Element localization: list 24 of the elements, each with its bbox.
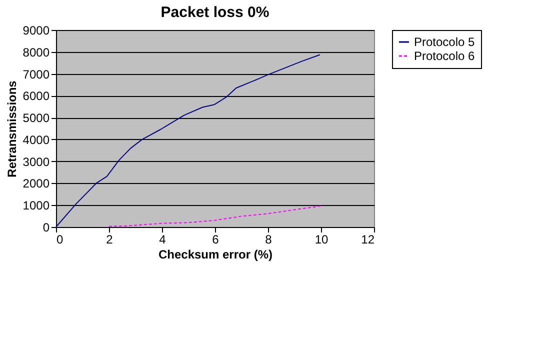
y-tick-label: 8000: [22, 45, 50, 60]
x-tick-label: 8: [265, 232, 272, 246]
x-axis-title: Checksum error (%): [158, 248, 273, 262]
y-axis-title: Retransmissions: [4, 80, 19, 178]
y-tick-label: 1000: [22, 198, 50, 213]
x-tick-label: 6: [212, 232, 220, 246]
y-tick-label: 4000: [22, 132, 50, 147]
y-tick-label: 3000: [22, 154, 50, 169]
y-tick-label: 9000: [22, 24, 50, 38]
x-tick-label: 0: [56, 232, 64, 246]
x-tick-label: 4: [159, 232, 166, 246]
chart-title: Packet loss 0%: [160, 4, 270, 21]
y-tick-label: 7000: [22, 67, 50, 82]
y-tick-label: 5000: [22, 111, 50, 126]
line-series: [108, 205, 322, 227]
legend-label: Protocolo 6: [414, 49, 476, 63]
line-series: [56, 54, 320, 228]
x-tick-label: 10: [314, 232, 328, 246]
y-tick-label: 2000: [22, 176, 50, 191]
x-tick-label: 2: [106, 232, 114, 246]
y-tick-label: 6000: [22, 89, 50, 104]
y-tick-label: 0: [42, 220, 50, 234]
legend-label: Protocolo 5: [414, 35, 476, 49]
x-tick-label: 12: [361, 232, 375, 246]
